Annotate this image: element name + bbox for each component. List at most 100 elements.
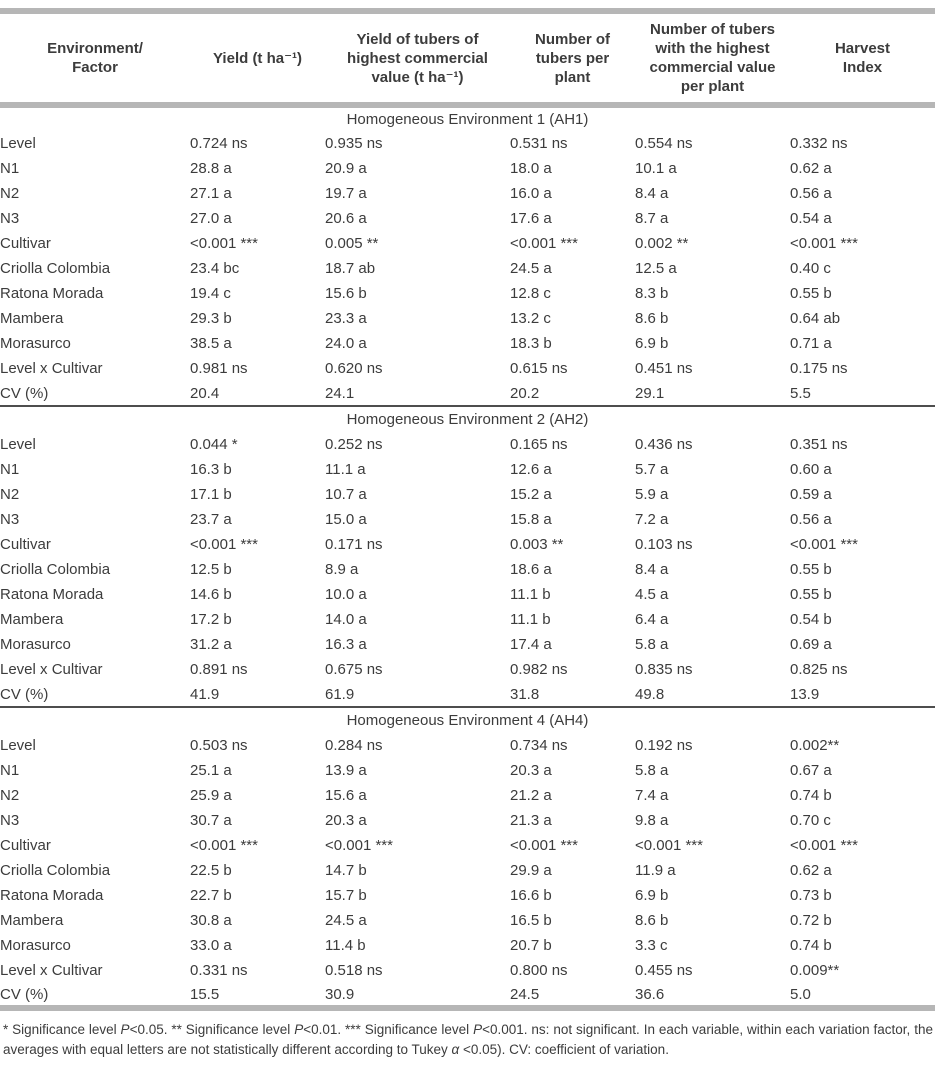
column-header-tubers-per-plant: Number of tubers per plant [510,14,635,108]
table-cell: 11.1 b [510,611,551,628]
table-cell: 0.935 ns [325,135,383,152]
table-row: N2 25.9 a 15.6 a 21.2 a 7.4 a 0.74 b [0,783,935,808]
table-cell: 24.5 a [510,260,552,277]
table-cell: 12.6 a [510,461,552,478]
table-cell: 0.74 b [790,787,832,804]
table-cell: 9.8 a [635,812,669,829]
table-cell: 14.6 b [190,586,232,603]
table-cell: <0.001 *** [190,837,258,854]
table-cell: 5.8 a [635,636,669,653]
row-label: Level x Cultivar [0,661,103,678]
table-row: Cultivar <0.001 *** <0.001 *** <0.001 *** <0… [0,833,935,858]
table-cell: 15.6 b [325,285,367,302]
table-cell: 8.4 a [635,185,669,202]
table-cell: 33.0 a [190,937,232,954]
table-cell: 0.734 ns [510,737,568,754]
table-cell: 24.5 a [325,912,367,929]
table-cell: 24.1 [325,384,355,402]
table-cell: 0.451 ns [635,360,693,377]
table-cell: 18.7 ab [325,260,376,277]
table-cell: 12.5 b [190,561,232,578]
table-cell: 0.171 ns [325,536,383,553]
row-label: Level [0,436,36,453]
table-row: Mambera 30.8 a 24.5 a 16.5 b 8.6 b 0.72 b [0,908,935,933]
footnote-italic-run: P [120,1022,130,1037]
row-label: CV (%) [0,985,49,1003]
table-cell: 0.67 a [790,762,832,779]
table-row: Level 0.724 ns 0.935 ns 0.531 ns 0.554 ns 0.3… [0,131,935,156]
table-cell: 31.2 a [190,636,232,653]
column-header-harvest-index: Harvest Index [790,14,935,108]
footnote-text-run: <0.05. ** Significance level [129,1022,295,1037]
table-cell: 20.9 a [325,160,367,177]
table-cell: 5.9 a [635,486,669,503]
table-cell: 18.0 a [510,160,552,177]
footnote-text-run: <0.05). CV: coefficient of variation. [459,1042,669,1057]
table-row: N3 27.0 a 20.6 a 17.6 a 8.7 a 0.54 a [0,206,935,231]
row-label: Morasurco [0,937,71,954]
table-cell: 0.044 * [190,436,238,453]
table-cell: 0.56 a [790,511,832,528]
table-cell: 22.5 b [190,862,232,879]
row-label: Level [0,135,36,152]
table-cell: 0.60 a [790,461,832,478]
table-cell: 27.1 a [190,185,232,202]
table-cell: 13.9 a [325,762,367,779]
table-cell: 21.3 a [510,812,552,829]
row-label: Cultivar [0,837,51,854]
table-cell: 0.436 ns [635,436,693,453]
row-label: Mambera [0,611,64,628]
section-header-row: Homogeneous Environment 4 (AH4) [0,706,935,733]
row-label: Ratona Morada [0,887,104,904]
footnote-italic-run: P [473,1022,483,1037]
table-cell: 23.3 a [325,310,367,327]
table-cell: 8.9 a [325,561,359,578]
table-cell: 0.71 a [790,335,832,352]
row-label: Criolla Colombia [0,862,111,879]
table-cell: 20.7 b [510,937,552,954]
table-cell: <0.001 *** [635,837,703,854]
row-label: Ratona Morada [0,285,104,302]
table-row: CV (%) 41.9 61.9 31.8 49.8 13.9 [0,682,935,707]
footnote-text-run: <0.001. ns: not significant. In each var… [3,1022,933,1057]
row-label: Mambera [0,912,64,929]
table-cell: 30.8 a [190,912,232,929]
table-cell: 8.6 b [635,310,669,327]
row-label: N1 [0,160,20,177]
table-row: N1 16.3 b 11.1 a 12.6 a 5.7 a 0.60 a [0,457,935,482]
table-cell: 0.002 ** [635,235,689,252]
table-cell: 8.3 b [635,285,669,302]
row-label: N1 [0,461,20,478]
footnote-italic-run: P [294,1022,304,1037]
table-row: Ratona Morada 22.7 b 15.7 b 16.6 b 6.9 b 0.73… [0,883,935,908]
table-row: Level x Cultivar 0.981 ns 0.620 ns 0.615 ns… [0,356,935,381]
table-cell: 22.7 b [190,887,232,904]
table-cell: 0.40 c [790,260,831,277]
row-label: N3 [0,812,20,829]
table-cell: 15.2 a [510,486,552,503]
row-label: Morasurco [0,335,71,352]
row-label: Level x Cultivar [0,962,103,979]
table-row: CV (%) 15.5 30.9 24.5 36.6 5.0 [0,983,935,1008]
table-cell: 0.103 ns [635,536,693,553]
table-cell: 11.4 b [325,937,366,954]
row-label: Criolla Colombia [0,561,111,578]
table-row: Ratona Morada 19.4 c 15.6 b 12.8 c 8.3 b 0.55… [0,281,935,306]
table-cell: 0.531 ns [510,135,568,152]
table-cell: 0.59 a [790,486,832,503]
table-cell: 41.9 [190,685,220,703]
table-cell: <0.001 *** [325,837,393,854]
table-row: Ratona Morada 14.6 b 10.0 a 11.1 b 4.5 a 0.55… [0,582,935,607]
row-label: N2 [0,486,20,503]
table-cell: 17.6 a [510,210,552,227]
table-cell: 0.554 ns [635,135,693,152]
table-cell: 15.7 b [325,887,367,904]
table-cell: 11.9 a [635,862,676,879]
table-cell: 0.891 ns [190,661,248,678]
table-cell: 0.675 ns [325,661,383,678]
table-cell: 7.4 a [635,787,669,804]
table-cell: 0.64 ab [790,310,841,327]
row-label: Mambera [0,310,64,327]
table-cell: 15.0 a [325,511,367,528]
row-label: N2 [0,185,20,202]
